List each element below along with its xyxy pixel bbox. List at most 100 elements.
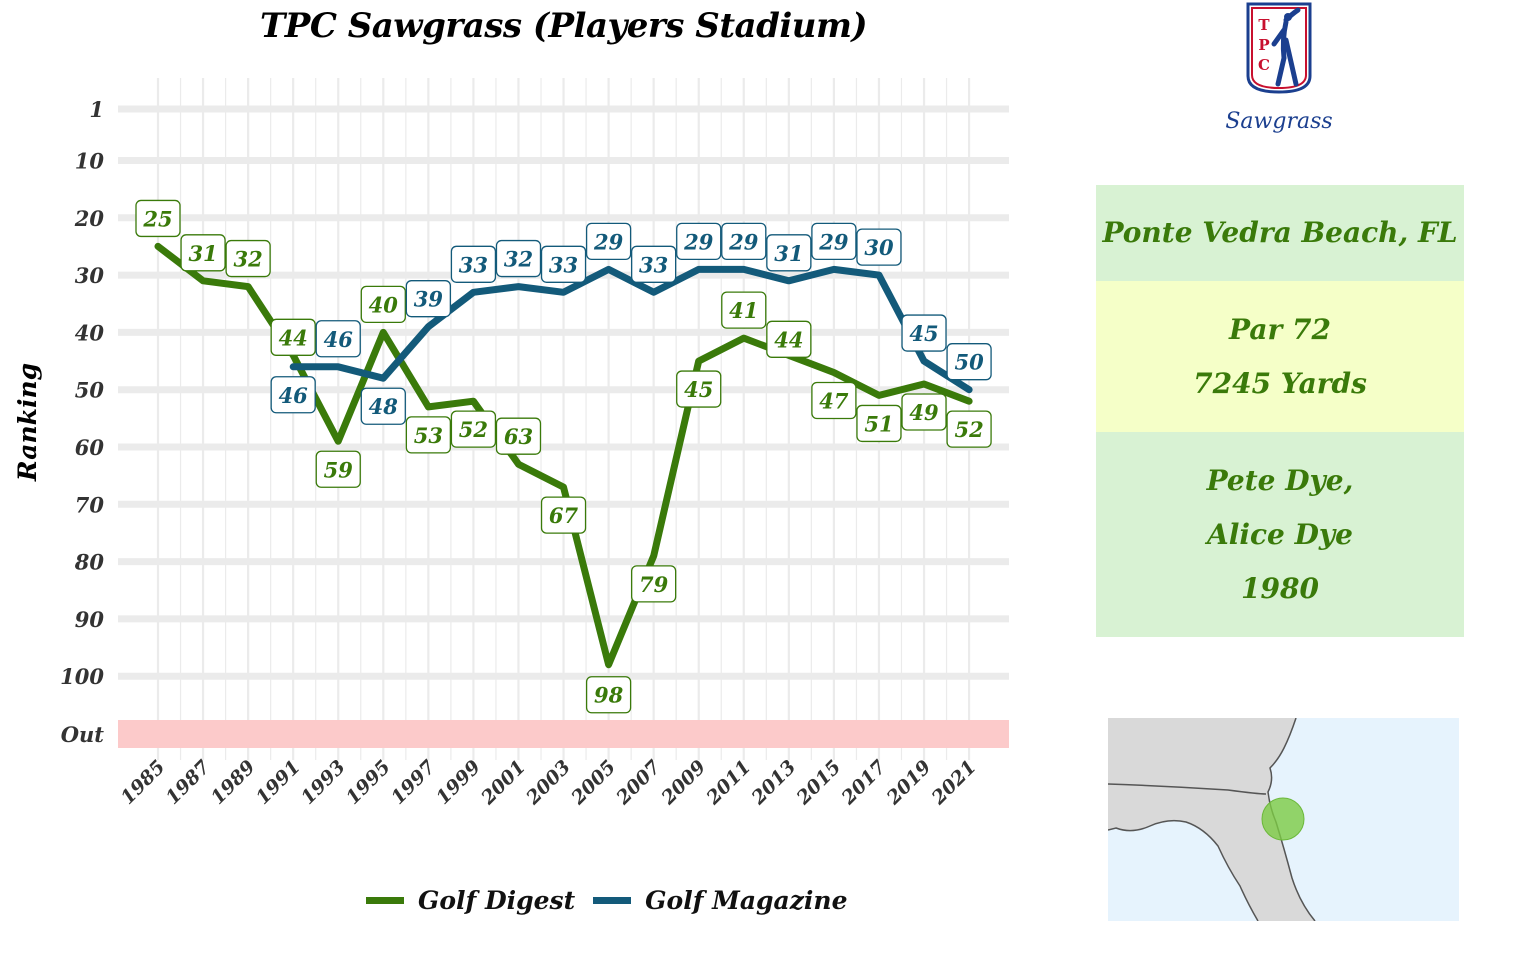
data-label-text: 44 — [279, 325, 308, 350]
x-tick-label: 1999 — [432, 756, 485, 809]
data-label-box — [540, 245, 587, 283]
legend-item-golf-digest: Golf Digest — [366, 886, 575, 915]
y-tick-label: 70 — [75, 492, 105, 517]
data-label-text: 59 — [324, 457, 354, 482]
x-tick-label: 2005 — [566, 756, 620, 810]
data-label-text: 39 — [414, 287, 444, 312]
data-label: 52 — [450, 410, 497, 448]
data-label: 49 — [901, 393, 947, 431]
x-tick-label: 2015 — [792, 756, 846, 810]
x-axis: 1985198719891991199319951997199920012003… — [117, 756, 981, 810]
out-band-rect — [118, 720, 1009, 748]
data-label-text: 31 — [188, 241, 217, 266]
y-tick-label: 20 — [74, 206, 105, 231]
out-band — [118, 720, 1009, 748]
data-label-text: 53 — [414, 423, 443, 448]
data-label-text: 49 — [909, 400, 939, 425]
x-tick-label: 1989 — [207, 756, 260, 809]
data-label: 52 — [946, 410, 992, 448]
data-label-box — [405, 280, 452, 318]
data-label-box — [856, 228, 902, 266]
data-label-box — [766, 234, 812, 272]
location-map — [1108, 718, 1459, 921]
data-label: 29 — [585, 222, 632, 261]
logo-script-text: Sawgrass — [1226, 109, 1333, 134]
x-tick-label: 2013 — [747, 756, 801, 810]
course-par-card: Par 72 7245 Yards — [1096, 281, 1464, 432]
data-label: 46 — [270, 376, 316, 414]
data-label: 48 — [360, 387, 406, 425]
y-tick-label: 80 — [74, 550, 105, 575]
course-location-card: Ponte Vedra Beach, FL — [1096, 185, 1464, 281]
data-label-text: 52 — [459, 417, 488, 442]
data-label: 67 — [540, 496, 587, 534]
data-label-box — [270, 318, 316, 356]
data-label: 44 — [766, 320, 812, 358]
map-location-marker — [1261, 797, 1305, 841]
map-land — [1108, 718, 1315, 921]
data-label: 79 — [631, 565, 677, 603]
data-label: 30 — [856, 228, 902, 266]
map-state-border — [1108, 783, 1267, 795]
map-gulf-coast — [1108, 819, 1259, 921]
data-label: 39 — [405, 280, 452, 318]
x-tick-label: 2003 — [521, 756, 575, 810]
data-label-text: 29 — [728, 229, 759, 254]
data-label-text: 33 — [549, 252, 578, 277]
data-label-text: 32 — [504, 247, 533, 272]
data-label-box — [315, 450, 361, 488]
data-label-text: 32 — [234, 247, 263, 272]
data-label: 59 — [315, 450, 361, 488]
series-line-golf-magazine — [289, 265, 973, 394]
data-label-text: 29 — [818, 229, 849, 254]
legend-label-golf-digest: Golf Digest — [418, 886, 576, 915]
data-label: 33 — [540, 245, 587, 283]
data-label-text: 45 — [909, 321, 938, 346]
chart-title: TPC Sawgrass (Players Stadium) — [259, 6, 868, 46]
data-label-box — [811, 381, 857, 420]
data-label-text: 33 — [459, 252, 488, 277]
data-label: 40 — [360, 285, 406, 324]
architect-name-1: Pete Dye, — [1206, 463, 1354, 497]
data-label-box — [540, 496, 587, 534]
x-tick-label: 1993 — [297, 756, 350, 809]
x-tick-label: 1997 — [387, 756, 440, 809]
y-axis: 1 10 20 30 40 50 60 70 80 90 100 Out — [60, 97, 104, 747]
data-label: 32 — [495, 239, 542, 278]
data-label-box — [721, 291, 767, 329]
data-label-box — [946, 410, 992, 448]
data-label: 46 — [315, 320, 361, 358]
data-label-box — [901, 393, 947, 431]
data-label-box — [270, 376, 316, 414]
legend-label-golf-magazine: Golf Magazine — [645, 886, 848, 915]
data-label-text: 52 — [954, 417, 983, 442]
data-label: 98 — [585, 676, 632, 714]
data-label: 45 — [676, 370, 722, 408]
course-architect-card: Pete Dye, Alice Dye 1980 — [1096, 432, 1464, 637]
data-label-text: 67 — [549, 503, 579, 528]
x-tick-label: 2009 — [657, 756, 711, 810]
x-tick-label: 1995 — [342, 756, 395, 809]
data-label-box — [135, 199, 181, 238]
x-tick-label: 2011 — [702, 756, 756, 810]
data-label-text: 41 — [729, 298, 758, 323]
y-tick-label: Out — [61, 722, 105, 747]
y-tick-label: 1 — [89, 97, 104, 122]
data-label: 31 — [766, 234, 812, 272]
x-tick-label: 2021 — [927, 756, 981, 810]
data-label: 44 — [270, 318, 316, 356]
data-label-box — [585, 676, 632, 714]
data-label-box — [180, 234, 226, 272]
y-tick-label: 30 — [75, 263, 105, 288]
data-label: 33 — [450, 245, 497, 283]
data-label: 45 — [901, 314, 947, 352]
data-label-text: 30 — [864, 235, 894, 260]
legend-swatch-golf-digest — [366, 897, 404, 904]
data-label: 47 — [811, 381, 857, 420]
data-label: 29 — [721, 222, 767, 261]
data-label-text: 44 — [774, 327, 803, 352]
x-tick-label: 2017 — [837, 756, 891, 810]
svg-text:T: T — [1258, 16, 1270, 34]
x-tick-label: 2001 — [476, 756, 530, 810]
